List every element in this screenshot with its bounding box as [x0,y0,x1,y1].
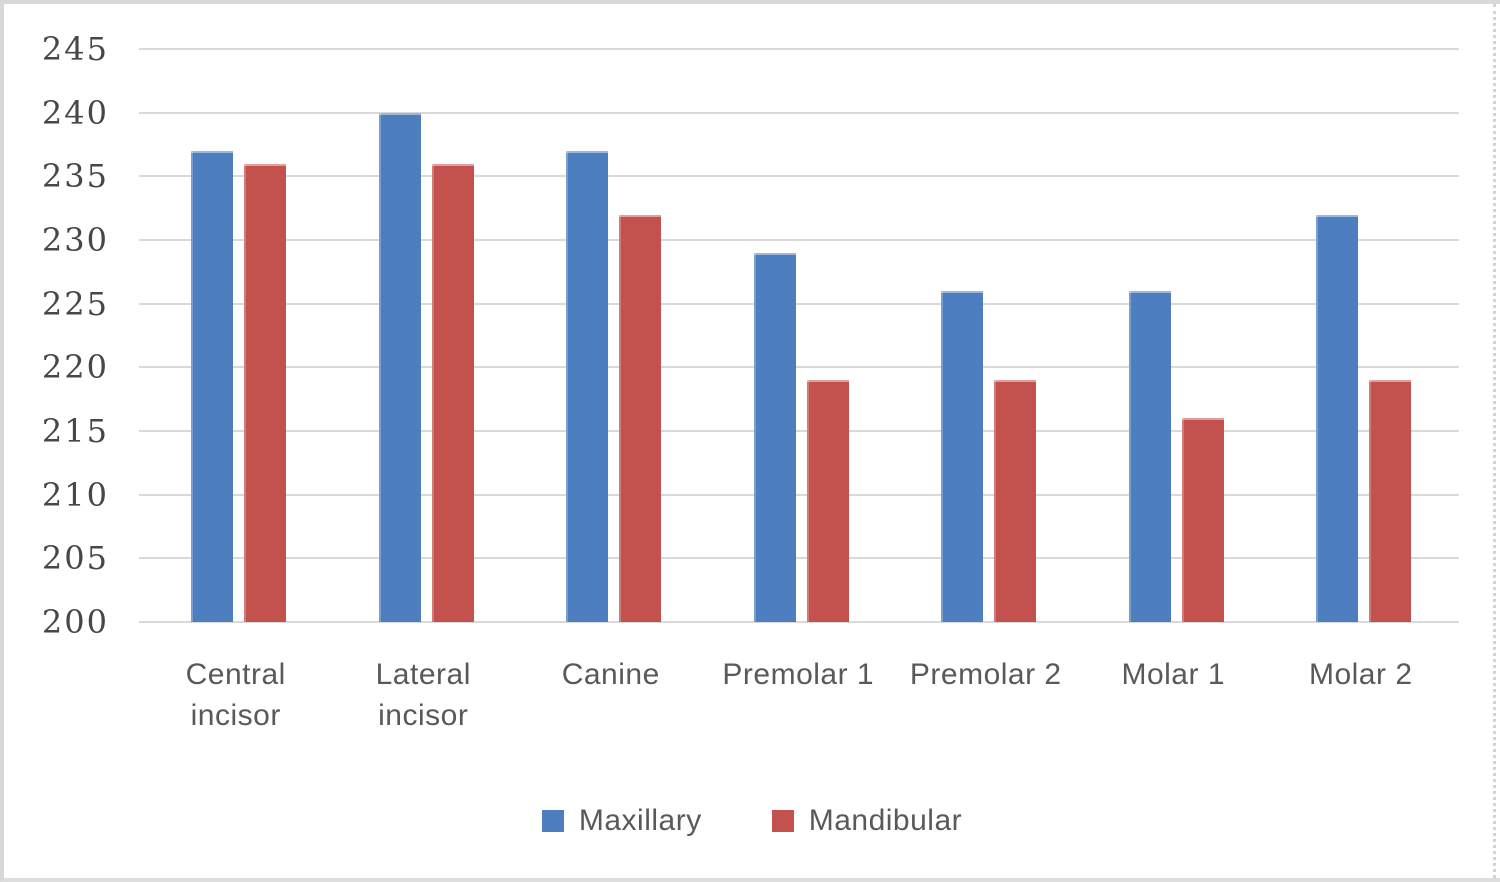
bar-maxillary-6 [1128,290,1171,622]
legend-item-maxillary: Maxillary [541,804,702,838]
x-tick-label: Premolar 2 [909,658,1062,691]
bar-maxillary-5 [941,290,983,622]
legend-label: Maxillary [578,804,702,837]
x-tick-label: Molar 2 [1308,658,1413,691]
y-tick-label: 245 [41,30,109,68]
gridline [139,557,1459,560]
legend-swatch-icon [771,810,794,832]
bar-maxillary-1 [191,150,233,622]
y-tick-label: 205 [41,539,109,578]
gridline [139,493,1459,496]
legend-label: Mandibular [808,804,963,837]
gridline [139,175,1459,178]
bar-mandibular-4 [806,380,849,622]
bar-maxillary-4 [753,252,796,622]
bar-mandibular-3 [619,214,661,622]
x-tick-label: Central incisor [185,658,286,732]
bar-mandibular-2 [431,163,474,622]
bar-mandibular-7 [1369,380,1411,622]
gridline [139,366,1459,369]
gridline [139,302,1459,305]
bar-maxillary-3 [566,150,608,622]
x-tick-label: Molar 1 [1121,658,1226,691]
page-edge-dotted-line [1493,4,1496,878]
y-tick-label: 225 [41,284,109,323]
y-tick-label: 200 [41,603,109,641]
x-tick-label: Premolar 1 [722,658,875,691]
bar-maxillary-2 [378,112,421,622]
y-tick-label: 210 [41,475,109,514]
x-tick-label: Canine [561,658,660,691]
bar-maxillary-7 [1316,214,1358,622]
y-tick-label: 235 [41,157,109,196]
gridline [139,48,1459,50]
y-tick-label: 240 [41,93,109,132]
gridline [139,621,1459,623]
y-tick-label: 215 [41,412,109,450]
gridline [139,430,1459,432]
gridline [139,239,1459,241]
y-tick-label: 230 [41,221,109,259]
legend-swatch-icon [541,810,564,832]
y-tick-label: 220 [41,348,109,387]
bar-mandibular-6 [1181,418,1224,622]
gridline [139,111,1459,114]
legend-item-mandibular: Mandibular [771,804,963,838]
legend: Maxillary Mandibular [4,804,1500,838]
bar-mandibular-5 [994,380,1036,622]
bar-mandibular-1 [244,163,286,622]
x-tick-label: Lateral incisor [375,658,471,732]
